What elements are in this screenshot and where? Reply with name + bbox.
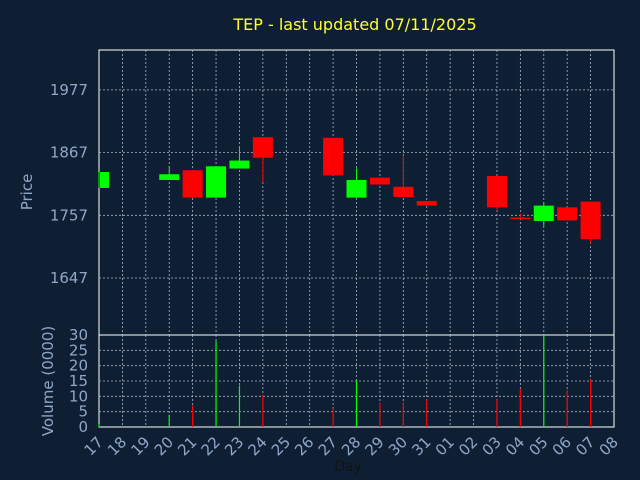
x-tick-label: 02 <box>455 433 481 459</box>
x-tick-label: 20 <box>151 433 177 459</box>
volume-bar <box>589 379 592 427</box>
price-panel: 1647 1757 1867 1977 Price <box>18 49 615 336</box>
volume-bars <box>98 335 592 427</box>
volume-bar <box>496 399 498 427</box>
volume-bar <box>379 402 381 427</box>
price-tick-label: 1867 <box>50 144 88 162</box>
volume-bar <box>402 402 404 427</box>
x-tick-label: 31 <box>408 433 434 459</box>
volume-bar <box>426 399 428 427</box>
volume-axis-label: Volume (0000) <box>39 326 57 436</box>
volume-tick-label: 0 <box>78 418 88 436</box>
volume-bar <box>519 388 521 427</box>
volume-tick-label: 25 <box>69 341 88 359</box>
x-tick-label: 24 <box>244 433 270 459</box>
volume-tick-label: 10 <box>69 387 88 405</box>
candles <box>98 137 601 244</box>
candle-body <box>416 201 437 206</box>
x-tick-label: 21 <box>174 433 200 459</box>
x-tick-label: 07 <box>572 433 598 459</box>
x-tick-label: 19 <box>127 433 153 459</box>
x-tick-label: 28 <box>338 433 364 459</box>
price-tick-label: 1757 <box>50 206 88 224</box>
candle-body <box>557 207 578 221</box>
volume-bar <box>215 341 217 427</box>
x-tick-label: 04 <box>502 433 528 459</box>
candle-body <box>486 175 507 208</box>
x-tick-label: 18 <box>104 433 130 459</box>
candle-body <box>346 179 367 198</box>
price-grid <box>99 50 614 335</box>
candle-body <box>206 166 227 198</box>
candle-body <box>580 201 601 240</box>
candle-body <box>229 160 250 169</box>
volume-bar <box>262 394 264 427</box>
candle-body <box>182 170 203 198</box>
volume-bar <box>355 381 358 427</box>
x-tick-label: 22 <box>198 433 224 459</box>
x-tick-label: 08 <box>596 433 622 459</box>
candle-body <box>159 174 180 180</box>
candle-body <box>100 171 109 188</box>
volume-bar <box>168 414 170 427</box>
volume-bar <box>192 405 194 427</box>
x-tick-label: 03 <box>479 433 505 459</box>
candle-body <box>393 186 414 198</box>
x-tick-label: 23 <box>221 433 247 459</box>
x-tick-label: 29 <box>362 433 388 459</box>
x-tick-label: 25 <box>268 433 294 459</box>
volume-bar <box>566 390 568 427</box>
volume-tick-label: 20 <box>69 357 88 375</box>
candle-body <box>369 177 390 185</box>
price-axis-label: Price <box>18 174 36 211</box>
x-tick-label: 06 <box>549 433 575 459</box>
candle-body <box>323 137 344 176</box>
price-y-ticks: 1647 1757 1867 1977 <box>50 81 88 287</box>
price-tick-label: 1977 <box>50 81 88 99</box>
x-tick-label: 17 <box>81 433 107 459</box>
x-tick-label: 26 <box>291 433 317 459</box>
x-tick-label: 05 <box>525 433 551 459</box>
volume-tick-label: 5 <box>78 403 88 421</box>
candle-body <box>510 217 531 220</box>
volume-bar <box>98 423 100 427</box>
x-tick-label: 30 <box>385 433 411 459</box>
chart-title: TEP - last updated 07/11/2025 <box>232 15 476 34</box>
volume-bar <box>332 408 334 427</box>
volume-tick-label: 30 <box>69 326 88 344</box>
volume-tick-label: 15 <box>69 372 88 390</box>
volume-bar <box>238 385 241 427</box>
x-axis-label: Day <box>334 459 362 475</box>
price-tick-label: 1647 <box>50 269 88 287</box>
volume-bar <box>543 335 545 427</box>
x-tick-labels: 1718192021222324252627282930310102030405… <box>81 433 622 459</box>
candle-body <box>533 205 554 221</box>
candle-body <box>252 137 273 158</box>
x-tick-label: 01 <box>432 433 458 459</box>
x-tick-label: 27 <box>315 433 341 459</box>
